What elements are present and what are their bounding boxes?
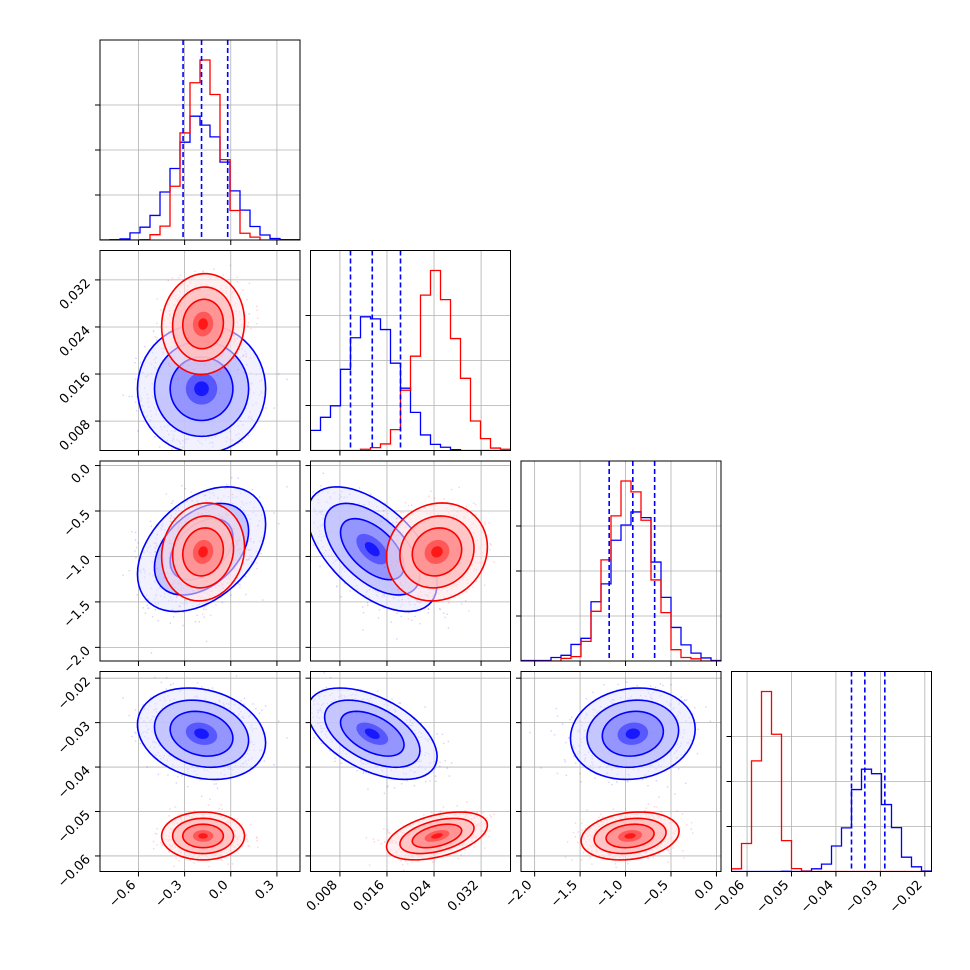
y-tick-label: −0.03	[55, 719, 94, 758]
y-tick-label: 0.008	[57, 417, 94, 454]
x-tick-label: −2.0	[503, 878, 536, 911]
x-tick-label: −0.03	[842, 878, 881, 917]
histogram-panel-1	[305, 250, 511, 456]
scatter-content	[310, 472, 495, 640]
y-tick-label: −1.5	[61, 598, 94, 631]
histogram-panel-2	[516, 460, 722, 666]
y-tick-label: 0.016	[57, 370, 94, 407]
panel-frame	[99, 39, 301, 241]
scatter-panel-3-1: 0.008 0.016 0.024 0.032	[304, 671, 511, 915]
y-tick-label: −0.05	[55, 808, 94, 847]
y-tick-label: −0.06	[55, 852, 94, 891]
x-tick-label: −1.5	[548, 878, 581, 911]
x-tick-label: −1.0	[593, 878, 626, 911]
histogram-series-0	[100, 115, 300, 240]
scatter-panel-3-2: −2.0 −1.5 −1.0 −0.5 0.0	[503, 671, 722, 911]
scatter-content	[122, 477, 288, 654]
x-tick-label: 0.0	[206, 878, 231, 903]
x-tick-label: −0.02	[887, 878, 926, 917]
panel-frame	[99, 460, 301, 662]
density-contour-0-4	[194, 381, 209, 397]
y-tick-label: −2.0	[61, 644, 94, 677]
y-tick-label: −0.02	[55, 674, 94, 713]
x-tick-label: 0.008	[304, 878, 341, 915]
scatter-content	[122, 675, 288, 868]
density-contour-1-4	[431, 833, 443, 839]
histogram-series-1	[521, 480, 721, 661]
density-contour-0-4	[364, 728, 380, 739]
panel-frame	[310, 460, 511, 662]
panel-frame	[310, 250, 511, 451]
histogram-content	[521, 461, 721, 661]
scatter-panel-1-0: 0.008 0.016 0.024 0.032	[57, 250, 301, 456]
histogram-content	[731, 671, 932, 872]
x-tick-label: 0.0	[692, 878, 717, 903]
histogram-panel-0	[95, 39, 301, 245]
panel-frame	[520, 671, 722, 872]
panel-frame	[520, 460, 722, 662]
panel-frame	[731, 671, 932, 872]
x-tick-label: 0.032	[445, 878, 482, 915]
y-tick-label: −1.0	[61, 553, 94, 586]
histogram-content	[310, 250, 511, 451]
density-contour-0-4	[364, 542, 380, 557]
x-tick-label: −0.6	[106, 878, 139, 911]
scatter-panel-2-1	[305, 460, 511, 666]
panel-frame	[99, 250, 301, 451]
density-contour-0-4	[625, 728, 640, 739]
panel-frame	[310, 671, 511, 872]
panel-frame	[99, 671, 301, 872]
histogram-series-1	[310, 269, 511, 451]
histogram-content	[100, 40, 300, 240]
x-tick-label: 0.016	[351, 878, 388, 915]
x-tick-label: 0.3	[253, 878, 278, 903]
density-contour-1-4	[624, 833, 636, 839]
density-contour-1-4	[198, 546, 208, 558]
x-tick-label: −0.06	[709, 878, 748, 917]
y-tick-label: 0.024	[57, 323, 94, 360]
histogram-series-0	[521, 511, 721, 661]
x-tick-label: −0.3	[153, 878, 186, 911]
histogram-series-0	[731, 768, 932, 872]
scatter-panel-3-0: −0.6 −0.3 0.0 0.3 −0.06 −0.05 −0.04 −0.03 −0.02	[55, 671, 301, 911]
density-contour-1-4	[431, 546, 443, 558]
density-contour-1-4	[198, 318, 208, 330]
x-tick-label: −0.04	[798, 878, 837, 917]
histogram-series-1	[731, 690, 932, 872]
y-tick-label: −0.5	[61, 507, 94, 540]
y-tick-label: −0.04	[55, 763, 94, 802]
y-tick-label: 0.0	[69, 462, 94, 487]
scatter-panel-2-0: −2.0 −1.5 −1.0 −0.5 0.0	[61, 460, 301, 677]
scatter-content	[529, 681, 712, 869]
x-tick-label: −0.5	[639, 878, 672, 911]
density-contour-1-4	[198, 833, 208, 839]
scatter-content	[310, 672, 495, 872]
x-tick-label: 0.024	[398, 878, 435, 915]
x-tick-label: −0.05	[754, 878, 793, 917]
y-tick-label: 0.032	[57, 276, 94, 313]
histogram-panel-3: −0.06 −0.05 −0.04 −0.03 −0.02	[709, 671, 932, 917]
scatter-content	[122, 264, 288, 451]
density-contour-0-4	[194, 728, 209, 739]
